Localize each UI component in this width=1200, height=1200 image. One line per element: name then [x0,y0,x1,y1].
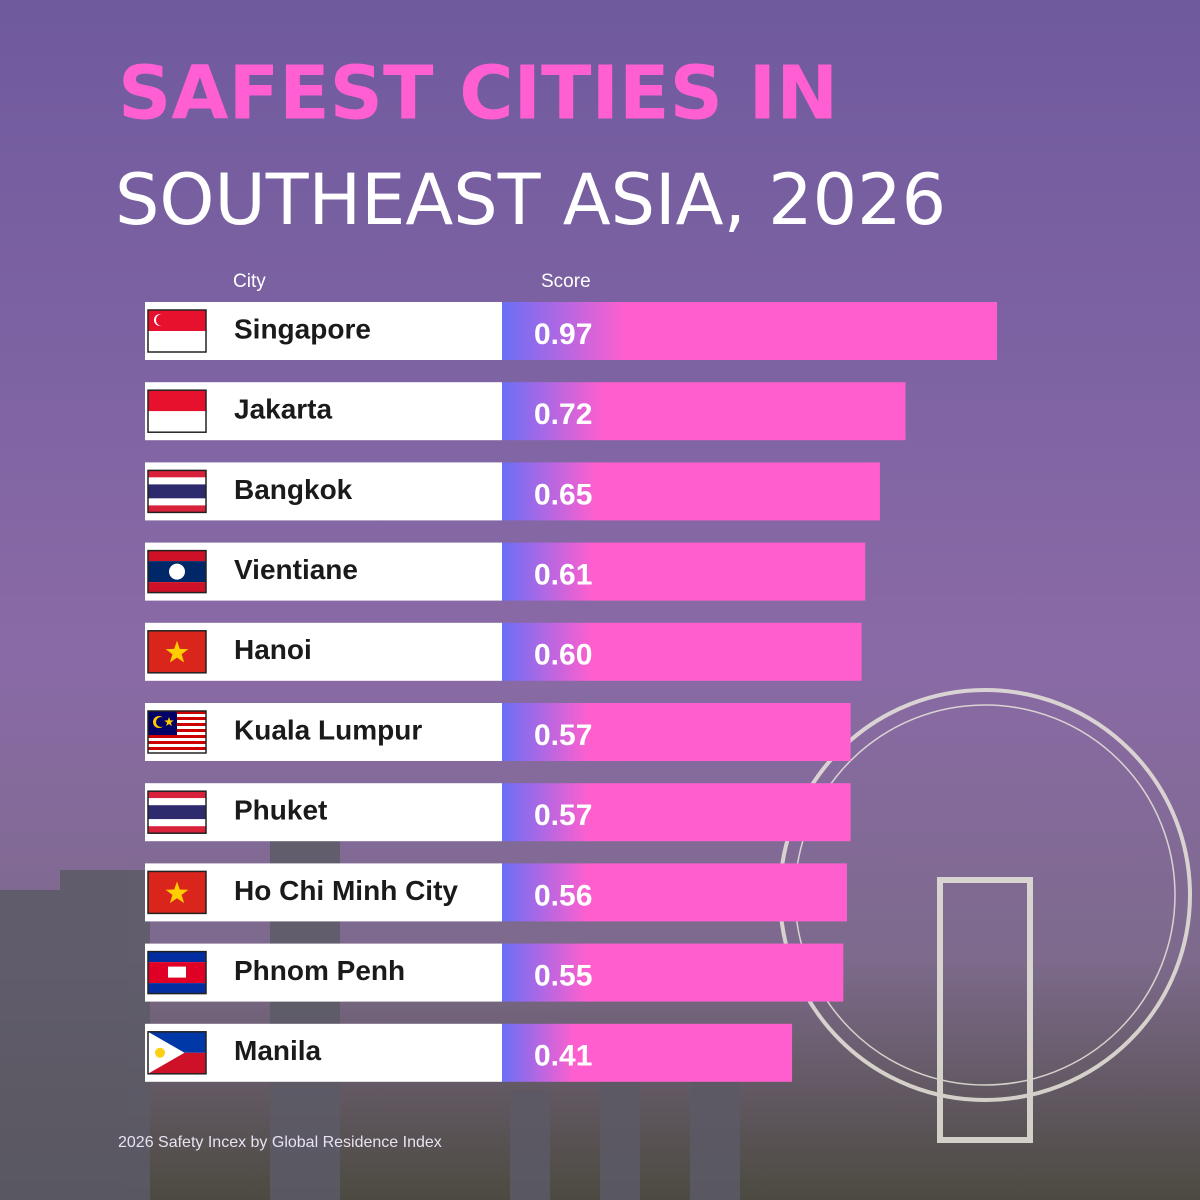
flag-border [147,389,207,433]
city-label: Jakarta [234,394,333,425]
flag-part [148,470,206,478]
bar [502,1023,793,1082]
flag-part [148,951,206,963]
column-header: City [233,271,266,292]
flag-border [147,950,207,995]
flag-part [169,563,185,580]
value-label: 0.57 [534,799,592,832]
flag [147,630,207,674]
value-label: 0.57 [534,719,592,752]
city-label: Singapore [234,313,371,344]
flag-border [147,630,207,674]
column-header: Score [541,271,591,292]
city-label: Phuket [234,795,327,826]
flag [147,1031,207,1075]
city-label: Vientiane [234,554,358,585]
city-label: Bangkok [234,474,353,505]
city-label: Ho Chi Minh City [234,875,458,906]
bar [502,302,998,360]
flag-border [147,549,207,594]
bar [502,462,880,521]
flag [147,549,207,594]
city-label: Manila [234,1035,322,1066]
flag-part [148,498,206,506]
bar [502,863,847,922]
flag-part [148,747,206,750]
rows: Singapore 0.97 Jakarta 0.72 Bangkok 0.65 Vient… [145,302,998,1082]
value-label: 0.97 [534,318,592,351]
flag-border [147,1031,207,1075]
flag [147,309,207,353]
flag-part [155,1047,165,1058]
flag-border [147,309,207,353]
flag-part [148,744,206,747]
flag [147,790,207,834]
city-label: Hanoi [234,634,312,665]
flag-part [148,741,206,744]
flag-border [147,790,207,834]
flag [147,469,207,514]
flag [147,870,207,915]
flag-part [148,791,206,799]
flag-part [148,477,206,485]
value-label: 0.72 [534,398,592,431]
flag-part [148,750,206,753]
chart-title: SAFEST CITIES IN [118,51,838,137]
flag-part [148,735,206,738]
flag-part [148,550,206,562]
value-label: 0.61 [534,559,592,592]
source-note: 2026 Safety Incex by Global Residence In… [118,1134,442,1151]
flag-part [148,826,206,834]
flag-part [148,983,206,994]
flag-part [164,717,174,726]
bar [502,542,866,601]
flag-border [147,870,207,915]
flag [147,389,207,433]
flag-part [148,331,206,352]
flag [147,950,207,995]
flag-border [147,469,207,514]
flag-part [148,819,206,827]
value-label: 0.60 [534,639,592,672]
bar [502,783,851,842]
city-label: Kuala Lumpur [234,714,422,745]
flag-part [156,314,168,326]
chart-subtitle: SOUTHEAST ASIA, 2026 [115,159,946,241]
value-label: 0.55 [534,960,592,993]
flag-part [148,582,206,593]
flag-part [148,798,206,806]
flag-part [148,738,206,741]
bar [502,622,862,681]
flag-part [165,640,189,663]
flag-border [147,710,207,754]
bar [502,703,851,761]
value-label: 0.65 [534,478,592,511]
flag-part [148,805,206,820]
value-label: 0.41 [534,1040,592,1073]
bar [502,382,906,441]
value-label: 0.56 [534,879,592,912]
flag-part [148,411,206,433]
flag-part [148,484,206,499]
flag-part [148,1031,185,1074]
bar [502,943,844,1002]
flag-part [168,966,186,978]
flag [147,710,207,754]
flag-part [148,390,206,412]
flag-part [148,505,206,513]
city-label: Phnom Penh [234,955,405,986]
flag-part [165,881,189,904]
flag-part [156,717,166,727]
